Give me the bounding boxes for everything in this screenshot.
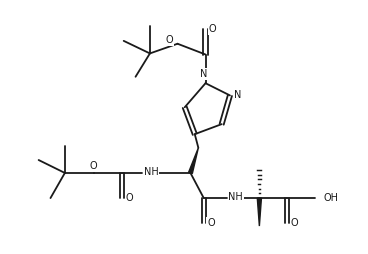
- Text: N: N: [234, 90, 241, 100]
- Text: NH: NH: [228, 192, 243, 202]
- Text: O: O: [166, 35, 173, 45]
- Text: O: O: [209, 24, 216, 34]
- Text: N: N: [200, 69, 208, 79]
- Text: O: O: [125, 193, 133, 203]
- Text: OH: OH: [324, 193, 339, 203]
- Text: O: O: [291, 218, 298, 228]
- Text: NH: NH: [144, 167, 158, 177]
- Polygon shape: [257, 198, 261, 226]
- Text: O: O: [207, 218, 215, 228]
- Polygon shape: [188, 148, 198, 173]
- Text: O: O: [90, 161, 98, 171]
